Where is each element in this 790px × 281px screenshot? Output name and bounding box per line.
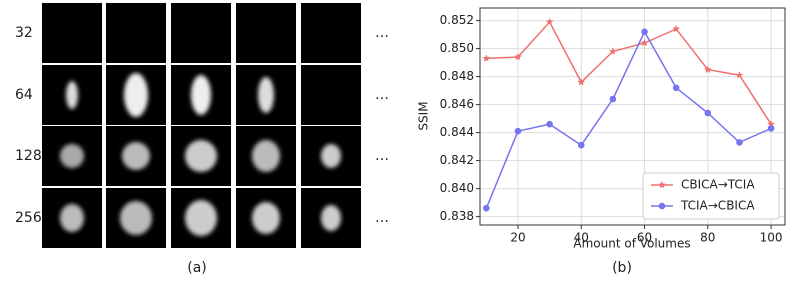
- marker: [767, 125, 775, 132]
- x-tick-label: 100: [760, 231, 783, 245]
- legend-label: CBICA→TCIA: [681, 178, 755, 192]
- marker: [658, 181, 666, 189]
- marker: [767, 120, 775, 128]
- marker: [658, 202, 666, 210]
- marker: [546, 120, 553, 128]
- y-tick-label: 0.846: [440, 97, 474, 111]
- marker: [672, 84, 680, 92]
- ellipsis: …: [375, 210, 389, 226]
- marker: [641, 28, 648, 36]
- marker: [640, 39, 649, 47]
- row-label: 128: [15, 148, 42, 164]
- marker: [483, 204, 490, 212]
- x-tick-label: 20: [510, 231, 525, 245]
- marker: [704, 65, 712, 73]
- scan: [321, 144, 341, 168]
- line: [486, 20, 772, 125]
- scan: [60, 204, 84, 232]
- y-tick-label: 0.844: [440, 125, 474, 139]
- scan: [66, 81, 78, 109]
- row-label: 32: [15, 25, 33, 41]
- scan: [122, 142, 150, 170]
- ellipsis: …: [375, 87, 389, 103]
- row-label: 64: [15, 87, 33, 103]
- y-tick-label: 0.838: [440, 209, 474, 223]
- image-grid: 32 … 64 … 128 … 256 …: [15, 3, 389, 248]
- legend-label: TCIA→CBICA: [680, 199, 755, 213]
- marker: [672, 25, 680, 33]
- image-tile: [42, 3, 102, 63]
- image-tile: [301, 65, 361, 125]
- y-tick-label: 0.852: [440, 13, 474, 27]
- image-tile: [171, 3, 231, 63]
- marker: [609, 47, 617, 55]
- row-label: 256: [15, 210, 42, 226]
- x-tick-label: 80: [700, 231, 715, 245]
- marker: [514, 53, 522, 61]
- y-tick-label: 0.848: [440, 69, 474, 83]
- marker: [577, 141, 585, 149]
- x-axis-label: Amount of Volumes: [573, 237, 690, 251]
- marker: [735, 71, 744, 79]
- line: [485, 30, 772, 209]
- y-tick-label: 0.842: [440, 153, 474, 167]
- scan: [124, 73, 148, 117]
- image-tile: [106, 3, 166, 63]
- marker: [609, 95, 617, 103]
- x-tick-label: 40: [574, 231, 589, 245]
- scan: [258, 77, 274, 113]
- marker: [545, 18, 554, 26]
- scan: [252, 140, 280, 172]
- scan: [185, 200, 217, 236]
- marker: [482, 54, 491, 62]
- y-tick-label: 0.850: [440, 41, 474, 55]
- scan: [191, 75, 211, 115]
- ellipsis: …: [375, 148, 389, 164]
- scan: [321, 205, 341, 231]
- caption: (a): [187, 260, 207, 276]
- marker: [514, 127, 522, 135]
- ellipsis: …: [375, 25, 389, 41]
- y-axis-label: SSIM: [417, 101, 431, 130]
- marker: [736, 139, 743, 146]
- y-tick-label: 0.840: [440, 181, 474, 195]
- image-tile: [236, 3, 296, 63]
- x-tick-label: 60: [637, 231, 652, 245]
- marker: [704, 109, 712, 117]
- marker: [577, 78, 586, 86]
- image-tile: [301, 3, 361, 63]
- scan: [185, 140, 217, 172]
- legend-box: [642, 172, 780, 220]
- plot-frame: [479, 7, 786, 226]
- caption: (b): [612, 260, 632, 276]
- scan: [120, 201, 152, 235]
- scan: [252, 202, 280, 234]
- scan: [60, 144, 84, 168]
